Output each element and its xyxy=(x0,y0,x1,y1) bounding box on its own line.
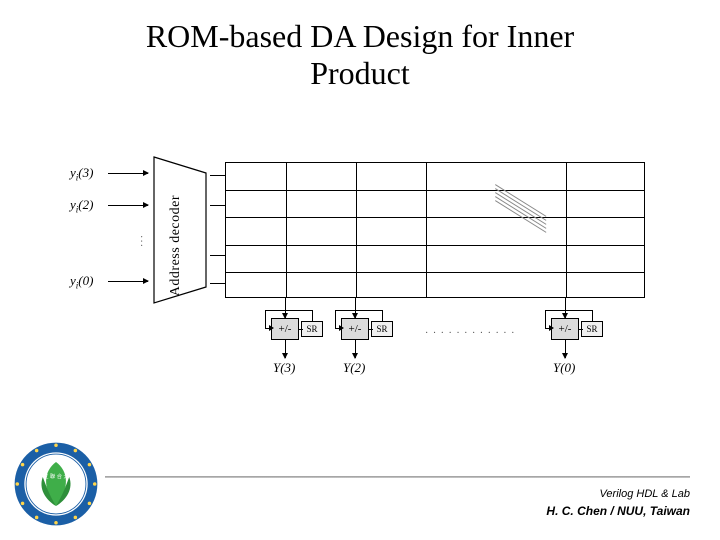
decoder-out-line xyxy=(210,175,225,176)
rom-bit-line xyxy=(356,163,357,297)
decoder-label: Address decoder xyxy=(168,195,184,296)
rom-bit-line xyxy=(286,163,287,297)
bit-line-out xyxy=(285,298,286,318)
slide-title: ROM-based DA Design for Inner Product xyxy=(0,0,720,92)
svg-text:國 立 聯 合 大 學: 國 立 聯 合 大 學 xyxy=(37,472,76,480)
adder-subtractor: +/- xyxy=(551,318,579,340)
input-arrow xyxy=(108,173,148,174)
decoder-out-line xyxy=(210,283,225,284)
rom-bit-line xyxy=(566,163,567,297)
title-line-2: Product xyxy=(310,55,410,91)
input-label: yi(2) xyxy=(70,197,93,215)
rom-bit-line xyxy=(426,163,427,297)
input-arrow xyxy=(108,281,148,282)
input-ellipsis: ··· xyxy=(135,235,146,248)
output-line xyxy=(565,340,566,358)
footer-divider xyxy=(105,476,690,478)
output-line xyxy=(355,340,356,358)
shift-register: SR xyxy=(301,321,323,337)
input-arrow xyxy=(108,205,148,206)
output-label: Y(2) xyxy=(343,360,365,376)
bit-line-out xyxy=(565,298,566,318)
rom-word-line xyxy=(226,272,644,273)
decoder-out-line xyxy=(210,205,225,206)
decoder-out-line xyxy=(210,255,225,256)
university-logo: 國 立 聯 合 大 學 xyxy=(12,440,100,528)
rom-word-line xyxy=(226,245,644,246)
slide-footer: Verilog HDL & Lab H. C. Chen / NUU, Taiw… xyxy=(546,488,690,518)
output-label: Y(3) xyxy=(273,360,295,376)
title-line-1: ROM-based DA Design for Inner xyxy=(146,18,574,54)
block-diagram: yi(3)yi(2)yi(0) Address decoder ··· +/-S… xyxy=(70,155,660,415)
rom-word-line xyxy=(226,217,644,218)
output-ellipsis: · · · · · · · · · · · · xyxy=(425,328,515,339)
adder-subtractor: +/- xyxy=(341,318,369,340)
rom-array xyxy=(225,162,645,298)
input-label: yi(0) xyxy=(70,273,93,291)
output-label: Y(0) xyxy=(553,360,575,376)
footer-course: Verilog HDL & Lab xyxy=(546,488,690,500)
input-label: yi(3) xyxy=(70,165,93,183)
bit-line-out xyxy=(355,298,356,318)
shift-register: SR xyxy=(581,321,603,337)
rom-word-line xyxy=(226,190,644,191)
shift-register: SR xyxy=(371,321,393,337)
output-line xyxy=(285,340,286,358)
footer-author: H. C. Chen / NUU, Taiwan xyxy=(546,504,690,518)
adder-subtractor: +/- xyxy=(271,318,299,340)
